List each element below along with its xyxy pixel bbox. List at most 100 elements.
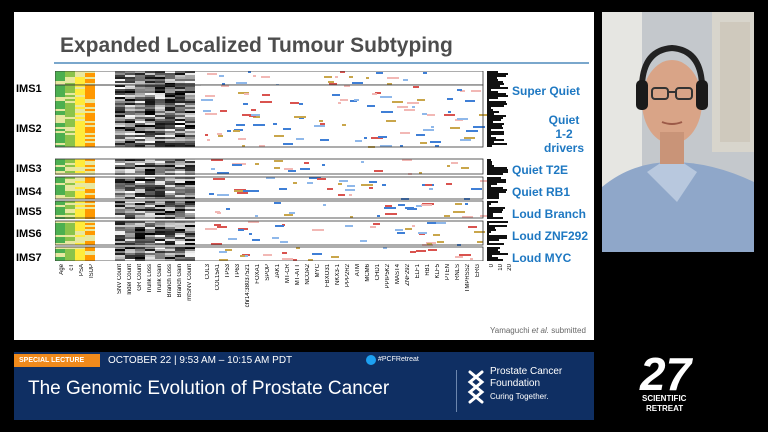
mutation-cell: [444, 114, 455, 116]
heatmap-cell: [135, 223, 145, 225]
mutation-count-bar: [487, 77, 497, 79]
heatmap-cell: [85, 73, 95, 75]
heatmap-cell: [155, 117, 165, 119]
heatmap-cell: [125, 107, 135, 109]
heatmap-cell: [125, 139, 135, 141]
heatmap-cell: [185, 119, 195, 121]
heatmap-cell: [125, 225, 135, 227]
mutation-cell: [236, 124, 245, 126]
mutation-cell: [251, 109, 256, 111]
column-label: ELF1: [415, 264, 421, 279]
heatmap-cell: [185, 167, 195, 169]
heatmap-cell: [55, 105, 65, 107]
heatmap-cell: [125, 201, 135, 203]
heatmap-cell: [65, 89, 75, 91]
heatmap-cell: [135, 257, 145, 259]
ims-label: IMS5: [16, 206, 42, 218]
mutation-cell: [250, 114, 260, 116]
heatmap-cell: [75, 223, 85, 225]
heatmap-cell: [175, 221, 185, 223]
heatmap-cell: [155, 233, 165, 235]
heatmap-cell: [75, 85, 85, 87]
mutation-cell: [455, 203, 462, 205]
heatmap-cell: [135, 179, 145, 181]
heatmap-cell: [135, 221, 145, 223]
mutation-cell: [320, 139, 329, 141]
pcf-logo-icon: [467, 370, 485, 404]
heatmap-cell: [55, 203, 65, 205]
heatmap-cell: [55, 111, 65, 113]
heatmap-cell: [85, 247, 95, 249]
heatmap-cell: [185, 243, 195, 245]
heatmap-cell: [145, 231, 155, 233]
heatmap-cell: [175, 145, 185, 147]
heatmap-cell: [165, 233, 175, 235]
mutation-count-bar: [487, 243, 504, 245]
heatmap-cell: [115, 117, 125, 119]
mutation-cell: [225, 249, 232, 251]
mutation-cell: [240, 255, 245, 257]
heatmap-cell: [155, 257, 165, 259]
heatmap-cell: [155, 93, 165, 95]
heatmap-cell: [115, 163, 125, 165]
heatmap-cell: [125, 145, 135, 147]
heatmap-cell: [115, 83, 125, 85]
subtype-label: Loud MYC: [512, 251, 572, 265]
heatmap-cell: [155, 101, 165, 103]
mutation-cell: [288, 170, 296, 172]
mutation-cell: [427, 222, 436, 224]
heatmap-cell: [155, 139, 165, 141]
heatmap-cell: [85, 251, 95, 253]
heatmap-cell: [135, 167, 145, 169]
mutation-cell: [387, 83, 392, 85]
heatmap-cell: [165, 247, 175, 249]
heatmap-cell: [185, 131, 195, 133]
mutation-cell: [227, 130, 231, 132]
mutation-cell: [290, 102, 299, 104]
mutation-count-bar: [487, 121, 493, 123]
heatmap-cell: [115, 107, 125, 109]
heatmap-cell: [155, 81, 165, 83]
mutation-count-bar: [487, 71, 498, 73]
heatmap-cell: [175, 247, 185, 249]
heatmap-cell: [125, 81, 135, 83]
heatmap-cell: [185, 259, 195, 261]
heatmap-cell: [185, 121, 195, 123]
heatmap-cell: [155, 169, 165, 171]
heatmap-cell: [185, 211, 195, 213]
heatmap-cell: [75, 101, 85, 103]
column-label: SNV Count: [117, 264, 123, 295]
heatmap-cell: [175, 179, 185, 181]
heatmap-cell: [115, 95, 125, 97]
column-label: KLF5: [435, 264, 441, 279]
mutation-count-bar: [487, 179, 506, 181]
heatmap-cell: [75, 75, 85, 77]
heatmap-cell: [175, 233, 185, 235]
column-label: MCM6: [365, 264, 371, 282]
heatmap-cell: [65, 83, 75, 85]
column-label: Branch Gain: [177, 264, 183, 298]
heatmap-cell: [125, 205, 135, 207]
mutation-cell: [274, 160, 283, 162]
heatmap-cell: [135, 127, 145, 129]
heatmap-cell: [165, 113, 175, 115]
mutation-cell: [400, 145, 403, 147]
mutation-cell: [407, 102, 419, 104]
mutation-cell: [405, 207, 414, 209]
mutation-count-bar: [487, 73, 508, 75]
heatmap-cell: [55, 183, 65, 185]
heatmap-cell: [65, 145, 75, 147]
mutation-cell: [474, 231, 485, 233]
heatmap-cell: [155, 253, 165, 255]
heatmap-cell: [125, 75, 135, 77]
heatmap-cell: [85, 189, 95, 191]
heatmap-cell: [185, 75, 195, 77]
mutation-cell: [378, 136, 387, 138]
heatmap-cell: [175, 165, 185, 167]
heatmap-cell: [175, 71, 185, 73]
mutation-cell: [317, 178, 326, 180]
band-frame: [55, 176, 484, 200]
mutation-cell: [238, 92, 249, 94]
heatmap-cell: [55, 143, 65, 145]
heatmap-cell: [165, 189, 175, 191]
